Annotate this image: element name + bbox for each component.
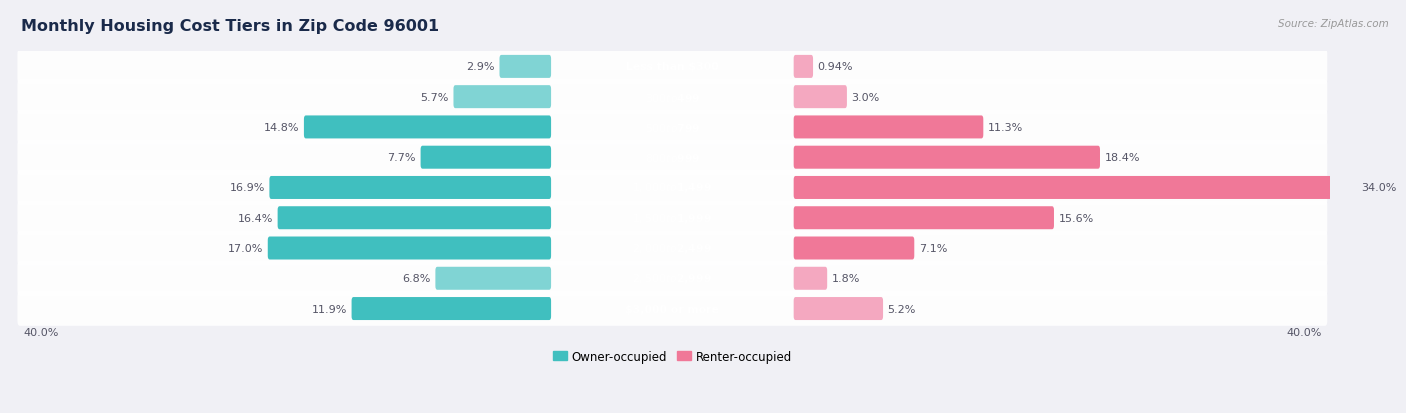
FancyBboxPatch shape xyxy=(17,50,1327,84)
FancyBboxPatch shape xyxy=(17,80,1327,115)
FancyBboxPatch shape xyxy=(17,292,1327,326)
FancyBboxPatch shape xyxy=(499,56,551,79)
Text: Less than $300: Less than $300 xyxy=(626,62,718,72)
FancyBboxPatch shape xyxy=(793,146,1099,169)
Text: 34.0%: 34.0% xyxy=(1361,183,1396,193)
FancyBboxPatch shape xyxy=(352,297,551,320)
Text: 6.8%: 6.8% xyxy=(402,274,430,284)
Text: 0.94%: 0.94% xyxy=(818,62,853,72)
Text: 7.7%: 7.7% xyxy=(388,153,416,163)
Text: 40.0%: 40.0% xyxy=(1286,328,1322,337)
FancyBboxPatch shape xyxy=(17,201,1327,235)
Text: $2,000 to $2,499: $2,000 to $2,499 xyxy=(633,242,713,255)
FancyBboxPatch shape xyxy=(270,176,551,199)
FancyBboxPatch shape xyxy=(17,171,1327,205)
FancyBboxPatch shape xyxy=(793,56,813,79)
FancyBboxPatch shape xyxy=(277,207,551,230)
FancyBboxPatch shape xyxy=(793,176,1357,199)
Text: 40.0%: 40.0% xyxy=(24,328,59,337)
FancyBboxPatch shape xyxy=(793,207,1054,230)
Text: $1,500 to $1,999: $1,500 to $1,999 xyxy=(633,211,713,225)
FancyBboxPatch shape xyxy=(454,86,551,109)
Text: 16.4%: 16.4% xyxy=(238,213,273,223)
Text: 15.6%: 15.6% xyxy=(1059,213,1094,223)
Text: 1.8%: 1.8% xyxy=(832,274,860,284)
FancyBboxPatch shape xyxy=(420,146,551,169)
FancyBboxPatch shape xyxy=(436,267,551,290)
Text: 7.1%: 7.1% xyxy=(920,243,948,254)
Text: 18.4%: 18.4% xyxy=(1105,153,1140,163)
Text: 3.0%: 3.0% xyxy=(852,93,880,102)
Text: 16.9%: 16.9% xyxy=(229,183,264,193)
Text: 14.8%: 14.8% xyxy=(264,123,299,133)
Text: $300 to $499: $300 to $499 xyxy=(644,91,700,103)
FancyBboxPatch shape xyxy=(17,110,1327,145)
Text: Source: ZipAtlas.com: Source: ZipAtlas.com xyxy=(1278,19,1389,28)
FancyBboxPatch shape xyxy=(267,237,551,260)
FancyBboxPatch shape xyxy=(793,237,914,260)
Text: $2,500 to $2,999: $2,500 to $2,999 xyxy=(633,272,713,285)
Text: 5.7%: 5.7% xyxy=(420,93,449,102)
FancyBboxPatch shape xyxy=(304,116,551,139)
FancyBboxPatch shape xyxy=(793,116,983,139)
FancyBboxPatch shape xyxy=(17,261,1327,296)
Text: $3,000 or more: $3,000 or more xyxy=(626,304,720,314)
FancyBboxPatch shape xyxy=(793,297,883,320)
Text: 2.9%: 2.9% xyxy=(467,62,495,72)
Text: 11.9%: 11.9% xyxy=(312,304,347,314)
FancyBboxPatch shape xyxy=(793,86,846,109)
FancyBboxPatch shape xyxy=(793,267,827,290)
Text: Monthly Housing Cost Tiers in Zip Code 96001: Monthly Housing Cost Tiers in Zip Code 9… xyxy=(21,19,439,33)
Text: $800 to $999: $800 to $999 xyxy=(644,152,700,164)
FancyBboxPatch shape xyxy=(17,231,1327,266)
Text: 17.0%: 17.0% xyxy=(228,243,263,254)
Legend: Owner-occupied, Renter-occupied: Owner-occupied, Renter-occupied xyxy=(548,345,797,368)
Text: 5.2%: 5.2% xyxy=(887,304,917,314)
Text: $1,000 to $1,499: $1,000 to $1,499 xyxy=(633,181,713,195)
Text: 11.3%: 11.3% xyxy=(988,123,1024,133)
Text: $500 to $799: $500 to $799 xyxy=(644,122,700,134)
FancyBboxPatch shape xyxy=(17,140,1327,175)
